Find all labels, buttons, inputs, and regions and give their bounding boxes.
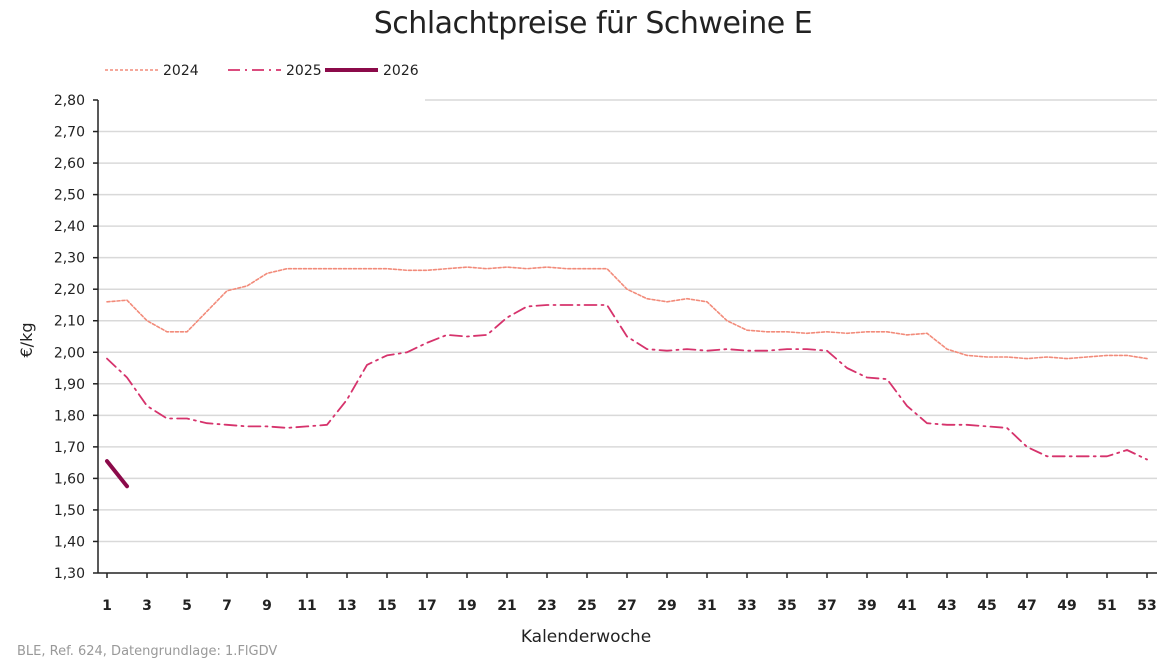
x-tick-label: 53 <box>1137 598 1156 614</box>
x-tick-label: 19 <box>457 598 476 614</box>
x-tick-label: 33 <box>737 598 756 614</box>
legend-label-2025: 2025 <box>286 63 322 79</box>
y-tick-label: 2,20 <box>54 282 85 298</box>
source-note: BLE, Ref. 624, Datengrundlage: 1.FlGDV <box>17 644 278 658</box>
y-tick-label: 2,10 <box>54 314 85 330</box>
x-axis-label: Kalenderwoche <box>521 627 651 647</box>
x-tick-label: 9 <box>262 598 272 614</box>
legend-label-2026: 2026 <box>383 63 419 79</box>
y-tick-label: 2,30 <box>54 251 85 267</box>
x-tick-label: 41 <box>897 598 916 614</box>
x-tick-label: 11 <box>297 598 316 614</box>
x-tick-label: 35 <box>777 598 796 614</box>
x-tick-label: 45 <box>977 598 996 614</box>
x-tick-label: 23 <box>537 598 556 614</box>
y-tick-label: 2,40 <box>54 219 85 235</box>
y-tick-label: 1,50 <box>54 503 85 519</box>
legend-label-2024: 2024 <box>163 63 199 79</box>
x-tick-label: 47 <box>1017 598 1036 614</box>
x-tick-label: 17 <box>417 598 436 614</box>
series-line-2025 <box>106 304 1148 461</box>
series-line-2024 <box>106 266 1148 360</box>
x-tick-label: 3 <box>142 598 152 614</box>
y-tick-label: 1,80 <box>54 408 85 424</box>
x-tick-label: 27 <box>617 598 636 614</box>
y-tick-label: 1,30 <box>54 566 85 582</box>
x-tick-label: 7 <box>222 598 232 614</box>
y-tick-label: 2,50 <box>54 188 85 204</box>
y-axis-label: €/kg <box>17 323 36 358</box>
y-tick-label: 1,60 <box>54 471 85 487</box>
x-tick-label: 51 <box>1097 598 1116 614</box>
x-tick-label: 31 <box>697 598 716 614</box>
y-tick-label: 1,70 <box>54 440 85 456</box>
x-tick-label: 43 <box>937 598 956 614</box>
x-tick-label: 5 <box>182 598 192 614</box>
x-tick-label: 39 <box>857 598 876 614</box>
y-tick-label: 1,90 <box>54 377 85 393</box>
y-tick-label: 2,00 <box>54 345 85 361</box>
y-tick-label: 2,70 <box>54 125 85 141</box>
x-tick-label: 25 <box>577 598 596 614</box>
x-tick-label: 21 <box>497 598 516 614</box>
y-tick-label: 1,40 <box>54 534 85 550</box>
x-tick-label: 29 <box>657 598 676 614</box>
x-tick-label: 1 <box>102 598 112 614</box>
y-tick-label: 2,80 <box>54 93 85 109</box>
x-tick-label: 15 <box>377 598 396 614</box>
x-tick-label: 13 <box>337 598 356 614</box>
x-tick-label: 49 <box>1057 598 1076 614</box>
y-tick-label: 2,60 <box>54 156 85 172</box>
x-tick-label: 37 <box>817 598 836 614</box>
series-line-2026 <box>105 459 129 489</box>
chart-title: Schlachtpreise für Schweine E <box>373 6 813 41</box>
